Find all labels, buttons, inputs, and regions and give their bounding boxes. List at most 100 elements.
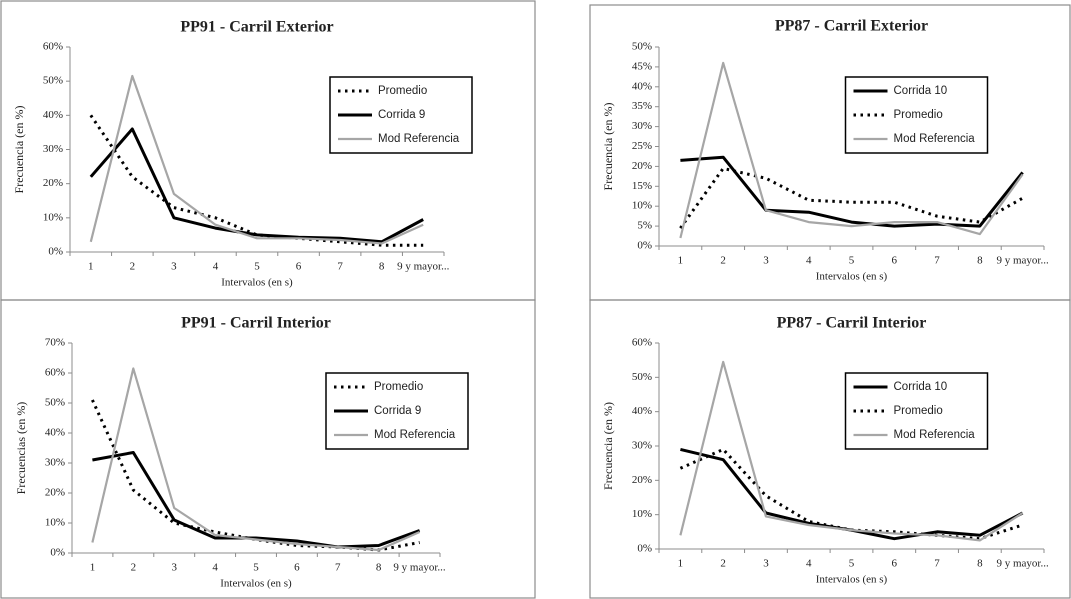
x-tick-label: 2	[720, 255, 726, 267]
y-tick-label: 50%	[632, 41, 652, 53]
series-line	[89, 127, 424, 244]
y-tick-label: 20%	[45, 487, 65, 499]
y-tick-label: 10%	[45, 517, 65, 529]
legend-label: Corrida 10	[894, 85, 948, 97]
y-tick-label: 40%	[43, 109, 63, 121]
x-tick-label: 4	[806, 558, 812, 570]
x-tick-label: 7	[337, 261, 343, 273]
y-tick-label: 40%	[632, 405, 652, 417]
x-tick-label: 6	[892, 255, 898, 267]
x-tick-label: 8	[376, 562, 382, 574]
x-tick-label: 5	[849, 558, 855, 570]
x-tick-label: 9 y mayor...	[996, 255, 1048, 267]
y-tick-label: 30%	[43, 143, 63, 155]
series-line	[89, 74, 424, 245]
legend-label: Mod Referencia	[894, 133, 976, 145]
y-tick-label: 15%	[632, 180, 652, 192]
x-tick-label: 4	[212, 562, 218, 574]
x-tick-label: 5	[254, 261, 260, 273]
series-line	[679, 360, 1024, 542]
x-axis-label: Intervalos (en s)	[816, 574, 888, 586]
legend-label: Promedio	[374, 381, 423, 393]
y-tick-label: 50%	[632, 371, 652, 383]
x-tick-label: 7	[934, 255, 940, 267]
y-tick-label: 30%	[632, 440, 652, 452]
x-tick-label: 1	[90, 562, 96, 574]
y-tick-label: 40%	[632, 80, 652, 92]
x-tick-label: 3	[763, 255, 769, 267]
x-tick-label: 8	[379, 261, 385, 273]
series-line	[680, 155, 1024, 228]
y-tick-label: 0%	[48, 246, 63, 258]
series-line	[89, 114, 424, 247]
legend-label: Mod Referencia	[378, 133, 460, 145]
legend-label: Promedio	[378, 85, 427, 97]
y-axis-label: Frecuencia (en %)	[601, 103, 615, 191]
x-tick-label: 5	[849, 255, 855, 267]
x-tick-label: 3	[171, 562, 177, 574]
y-tick-label: 60%	[43, 41, 63, 53]
legend-label: Corrida 9	[374, 405, 421, 417]
y-tick-label: 40%	[45, 427, 65, 439]
x-tick-label: 3	[763, 558, 769, 570]
y-tick-label: 60%	[45, 367, 65, 379]
series-line	[679, 447, 1024, 541]
x-tick-label: 9 y mayor...	[393, 562, 445, 574]
y-tick-label: 25%	[632, 140, 652, 152]
legend-label: Corrida 9	[378, 109, 425, 121]
x-tick-label: 9 y mayor...	[397, 261, 449, 273]
y-tick-label: 0%	[637, 543, 652, 555]
x-axis-label: Intervalos (en s)	[816, 271, 888, 283]
y-tick-label: 50%	[43, 75, 63, 87]
panel	[0, 299, 536, 599]
y-tick-label: 30%	[45, 457, 65, 469]
x-tick-label: 6	[892, 558, 898, 570]
legend-label: Corrida 10	[894, 381, 948, 393]
y-tick-label: 30%	[632, 120, 652, 132]
x-tick-label: 8	[977, 255, 983, 267]
x-tick-label: 5	[253, 562, 259, 574]
y-tick-label: 10%	[43, 211, 63, 223]
x-tick-label: 1	[678, 558, 684, 570]
y-tick-label: 60%	[632, 337, 652, 349]
x-tick-label: 2	[130, 261, 136, 273]
y-tick-label: 0%	[50, 547, 65, 559]
x-tick-label: 4	[213, 261, 219, 273]
x-tick-label: 1	[678, 255, 684, 267]
x-tick-label: 9 y mayor...	[996, 558, 1048, 570]
y-tick-label: 5%	[637, 220, 652, 232]
x-tick-label: 4	[806, 255, 812, 267]
x-tick-label: 2	[131, 562, 137, 574]
y-tick-label: 20%	[43, 177, 63, 189]
x-tick-label: 7	[335, 562, 341, 574]
y-axis-label: Frecuencias (en %)	[14, 402, 28, 495]
legend-label: Mod Referencia	[374, 429, 456, 441]
y-tick-label: 10%	[632, 508, 652, 520]
y-tick-label: 70%	[45, 337, 65, 349]
x-axis-label: Intervalos (en s)	[221, 277, 293, 289]
y-tick-label: 20%	[632, 474, 652, 486]
x-tick-label: 6	[296, 261, 302, 273]
y-axis-label: Frecuencia (en %)	[601, 402, 615, 490]
chart-title: PP91 - Carril Interior	[181, 315, 331, 332]
x-tick-label: 6	[294, 562, 300, 574]
chart-title: PP87 - Carril Interior	[777, 315, 927, 332]
legend-label: Promedio	[894, 109, 943, 121]
y-tick-label: 50%	[45, 397, 65, 409]
series-line	[679, 166, 1024, 229]
x-axis-label: Intervalos (en s)	[220, 578, 292, 590]
y-tick-label: 0%	[637, 240, 652, 252]
y-tick-label: 35%	[632, 100, 652, 112]
chart-title: PP91 - Carril Exterior	[180, 19, 333, 36]
y-tick-label: 10%	[632, 200, 652, 212]
x-tick-label: 2	[720, 558, 726, 570]
panel	[589, 299, 1071, 599]
x-tick-label: 8	[977, 558, 983, 570]
series-line	[91, 367, 421, 552]
chart-title: PP87 - Carril Exterior	[775, 18, 928, 35]
y-tick-label: 45%	[632, 60, 652, 72]
series-line	[680, 447, 1024, 541]
x-tick-label: 3	[171, 261, 177, 273]
